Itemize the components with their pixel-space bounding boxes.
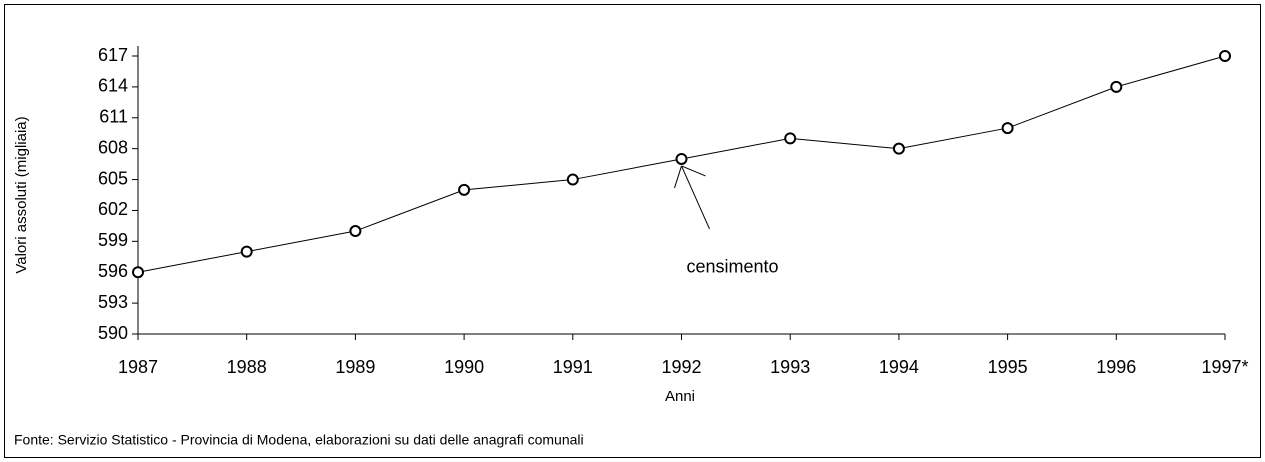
x-tick-label: 1989: [335, 357, 375, 377]
y-tick-label: 611: [99, 107, 128, 127]
data-point: [566, 173, 579, 186]
data-point: [892, 142, 905, 155]
annotation-arrow: [681, 165, 710, 230]
y-tick-label: 617: [98, 45, 128, 65]
data-point: [132, 266, 144, 279]
x-tick-label: 1987: [118, 357, 158, 377]
x-tick-label: 1992: [661, 357, 701, 377]
x-tick-label: 1995: [988, 357, 1028, 377]
source-note: Fonte: Servizio Statistico - Provincia d…: [14, 432, 584, 448]
data-point: [1219, 50, 1231, 62]
x-tick-label: 1993: [770, 357, 810, 377]
x-tick-label: 1997*: [1201, 357, 1248, 377]
frame: [4, 4, 1261, 458]
y-tick-label: 602: [98, 199, 128, 219]
data-point: [349, 225, 362, 238]
y-tick-label: 614: [98, 76, 128, 96]
data-point: [675, 152, 688, 165]
x-tick-label: 1988: [227, 357, 267, 377]
data-point: [784, 132, 797, 145]
y-tick-label: 590: [98, 323, 128, 343]
annotation-arrow-head: [681, 165, 706, 177]
annotation: censimento: [687, 257, 779, 277]
y-tick-label: 596: [98, 261, 128, 281]
y-tick-label: 605: [98, 168, 128, 188]
x-tick-label: 1990: [444, 357, 484, 377]
y-tick-label: 608: [98, 137, 128, 157]
data-point: [240, 245, 253, 258]
data-point: [1110, 80, 1123, 93]
x-axis-label: Anni: [665, 388, 695, 405]
y-tick-label: 593: [98, 292, 128, 312]
annotation-arrow-head: [674, 165, 682, 189]
data-point: [458, 183, 471, 196]
x-tick-label: 1996: [1096, 357, 1136, 377]
y-axis-label: Valori assoluti (migliaia): [13, 116, 30, 273]
x-tick-label: 1991: [553, 357, 593, 377]
data-point: [1001, 122, 1014, 135]
x-tick-label: 1994: [879, 357, 919, 377]
y-tick-label: 599: [98, 230, 128, 250]
